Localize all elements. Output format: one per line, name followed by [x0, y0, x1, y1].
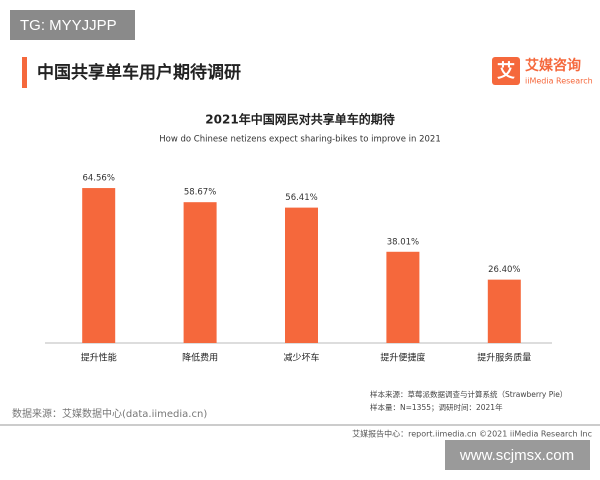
watermark-box [10, 10, 135, 40]
source: 数据来源：艾媒数据中心(data.iimedia.cn) [12, 407, 207, 420]
note: 样本来源：草莓派数据调查与计算系统（Strawberry Pie） [370, 389, 567, 399]
x-tick-label: 提升性能 [81, 352, 117, 364]
value-label: 38.01% [387, 237, 419, 247]
chart-title: 2021年中国网民对共享单车的期待 [205, 112, 394, 127]
x-tick-label: 降低费用 [182, 352, 218, 364]
logo-name: 艾媒咨询 [525, 57, 581, 74]
x-tick-label: 提升服务质量 [477, 352, 531, 364]
bar [386, 251, 420, 343]
note: 样本量：N=1355；调研时间：2021年 [370, 402, 503, 412]
chart-subtitle: How do Chinese netizens expect sharing-b… [159, 135, 440, 145]
watermark-box [445, 440, 590, 470]
bar [487, 279, 521, 343]
value-label: 56.41% [285, 193, 317, 203]
watermark: TG: MYYJJPP [20, 17, 117, 34]
logo-icon [492, 57, 520, 85]
title-accent [22, 57, 27, 88]
x-tick-label: 提升便捷度 [380, 352, 425, 364]
watermark: www.scjmsx.com [459, 447, 574, 464]
bar [285, 207, 318, 343]
value-label: 64.56% [82, 174, 114, 184]
page-title: 中国共享单车用户期待调研 [37, 62, 241, 83]
logo-mark: 艾 [497, 60, 515, 82]
bar [82, 188, 116, 343]
x-tick-label: 减少坏车 [283, 352, 319, 364]
value-label: 58.67% [184, 188, 216, 198]
footer: 艾媒报告中心：report.iimedia.cn ©2021 iiMedia R… [352, 429, 592, 439]
bar [183, 202, 217, 343]
value-label: 26.40% [488, 265, 520, 275]
logo-sub: iiMedia Research [525, 77, 593, 86]
